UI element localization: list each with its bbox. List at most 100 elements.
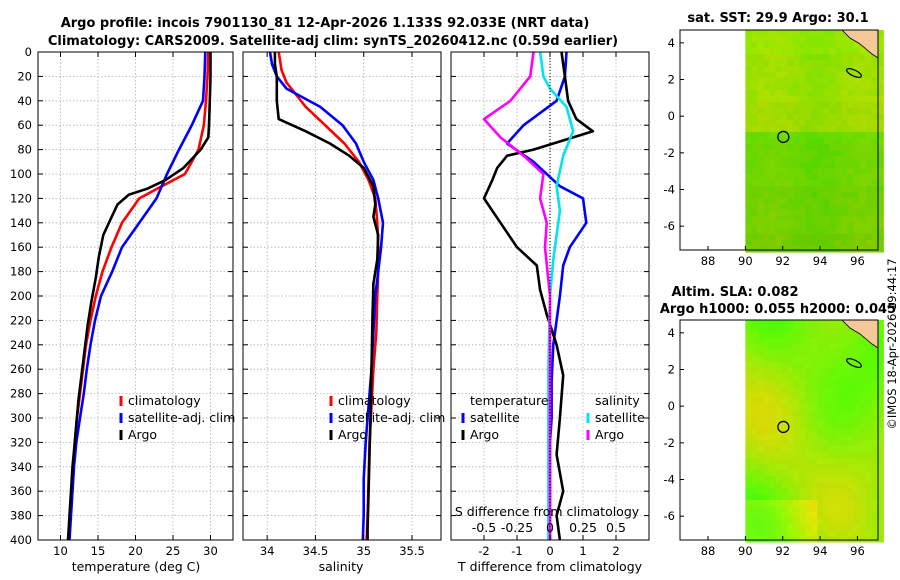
sst-map-cell [841, 66, 848, 73]
sst-map-cell [859, 108, 866, 115]
sst-map-y-tick-label: 2 [668, 73, 675, 87]
sla-map-cell [751, 512, 758, 519]
sla-map-cell [793, 488, 800, 495]
sla-map-cell [823, 506, 830, 513]
sst-map-cell [847, 114, 854, 121]
sla-map-cell [835, 320, 842, 327]
sla-map-cell [763, 374, 770, 381]
sst-map-cell [745, 138, 752, 145]
sst-map-cell [823, 108, 830, 115]
sla-map-cell [775, 374, 782, 381]
sst-map-cell [757, 186, 764, 193]
sst-map-cell [805, 240, 812, 247]
sst-map-cell [769, 96, 776, 103]
sst-map-y-tick-label: -2 [664, 146, 675, 160]
sla-map-cell [805, 518, 812, 525]
sla-map-cell [799, 494, 806, 501]
sla-map-cell [823, 434, 830, 441]
sla-map-cell [811, 518, 818, 525]
sla-map-cell [877, 476, 884, 483]
sla-map-cell [865, 494, 872, 501]
sla-map-cell [763, 416, 770, 423]
sst-map-cell [823, 78, 830, 85]
sla-map-cell [757, 506, 764, 513]
sst-map-cell [805, 114, 812, 121]
sst-map-cell [805, 96, 812, 103]
sla-map-cell [799, 482, 806, 489]
sla-map-cell [877, 350, 884, 357]
sla-map-cell [841, 506, 848, 513]
sst-map-cell [853, 192, 860, 199]
sst-map-cell [859, 54, 866, 61]
sla-map-cell [799, 326, 806, 333]
sst-map-cell [763, 174, 770, 181]
sst-map-cell [769, 180, 776, 187]
sst-map-cell [811, 138, 818, 145]
sst-map-cell [877, 144, 884, 151]
sla-map-cell [745, 344, 752, 351]
sla-map-cell [829, 458, 836, 465]
sst-map-cell [853, 54, 860, 61]
sst-map-cell [835, 150, 842, 157]
sst-map-cell [841, 210, 848, 217]
sla-map-cell [841, 416, 848, 423]
sst-map-cell [877, 210, 884, 217]
sst-map-cell [847, 42, 854, 49]
sst-map-cell [799, 156, 806, 163]
sst-map-cell [865, 132, 872, 139]
figure-title-line2: Climatology: CARS2009. Satellite-adj cli… [48, 34, 618, 49]
sla-map-cell [817, 452, 824, 459]
sst-map-cell [841, 204, 848, 211]
sst-map-cell [817, 48, 824, 55]
sst-map-cell [877, 246, 884, 253]
sst-map-cell [811, 78, 818, 85]
sst-map-cell [745, 36, 752, 43]
sst-map-cell [835, 48, 842, 55]
sst-map-cell [775, 216, 782, 223]
sst-map-cell [811, 222, 818, 229]
sst-map-cell [853, 96, 860, 103]
sla-map-cell [817, 362, 824, 369]
sla-map-cell [781, 518, 788, 525]
sla-map-cell [751, 398, 758, 405]
sla-map-cell [793, 410, 800, 417]
sla-map-cell [877, 470, 884, 477]
sla-map-cell [829, 320, 836, 327]
sla-map-cell [781, 434, 788, 441]
sla-map-cell [775, 524, 782, 531]
sla-map-cell [769, 470, 776, 477]
sla-map-cell [841, 464, 848, 471]
sla-map-cell [799, 440, 806, 447]
sst-map-cell [775, 78, 782, 85]
sst-map-cell [757, 174, 764, 181]
salinity-legend-label-0: climatology [338, 393, 411, 408]
sla-map-cell [811, 536, 818, 543]
sst-map-cell [871, 150, 878, 157]
sst-map-cell [775, 198, 782, 205]
sla-map-cell [817, 458, 824, 465]
sst-map-cell [865, 180, 872, 187]
sst-map-cell [763, 198, 770, 205]
sst-map-cell [799, 180, 806, 187]
sla-map-y-tick-label: -4 [664, 473, 675, 487]
sst-map-cell [877, 90, 884, 97]
sst-map-cell [817, 240, 824, 247]
sst-map-cell [835, 78, 842, 85]
sla-map-cell [823, 494, 830, 501]
sla-map-cell [763, 446, 770, 453]
sst-map-cell [757, 66, 764, 73]
sla-map-cell [823, 404, 830, 411]
sst-map-cell [787, 186, 794, 193]
sst-map-cell [793, 162, 800, 169]
sla-map-cell [787, 356, 794, 363]
sst-map-cell [757, 108, 764, 115]
sst-map-cell [847, 192, 854, 199]
sla-map-cell [787, 482, 794, 489]
sla-map-cell [829, 362, 836, 369]
sla-map-cell [793, 524, 800, 531]
sst-map-cell [835, 72, 842, 79]
sla-map-cell [805, 452, 812, 459]
sst-map-cell [841, 120, 848, 127]
sst-map-cell [817, 108, 824, 115]
sla-map-cell [847, 506, 854, 513]
